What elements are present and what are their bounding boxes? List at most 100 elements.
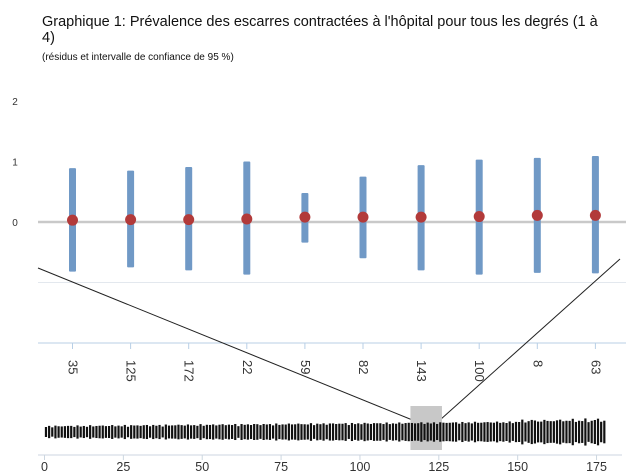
overview-bar bbox=[123, 424, 126, 440]
overview-bar bbox=[398, 422, 401, 442]
overview-bar bbox=[193, 425, 196, 439]
overview-x-tick-label: 75 bbox=[274, 460, 288, 474]
overview-bar bbox=[436, 423, 439, 441]
x-tick-label: 100 bbox=[472, 360, 487, 382]
residual-point bbox=[241, 213, 253, 225]
overview-bar bbox=[183, 425, 186, 439]
overview-bar bbox=[243, 424, 246, 440]
overview-bar bbox=[205, 424, 208, 440]
overview-bar bbox=[316, 423, 319, 441]
overview-bar bbox=[218, 424, 221, 440]
overview-bar bbox=[499, 422, 502, 442]
overview-bar bbox=[540, 421, 543, 443]
overview-bar bbox=[221, 424, 224, 440]
overview-bar bbox=[335, 424, 338, 440]
overview-bar bbox=[155, 425, 158, 439]
overview-bar bbox=[313, 425, 316, 439]
overview-bar bbox=[234, 423, 237, 441]
overview-bar bbox=[227, 424, 231, 440]
x-tick-label: 172 bbox=[182, 360, 197, 382]
overview-bar bbox=[51, 427, 54, 437]
overview-bar bbox=[407, 422, 410, 442]
overview-bar bbox=[376, 423, 379, 441]
y-tick-label: 0 bbox=[12, 218, 18, 229]
x-tick-label: 59 bbox=[298, 360, 313, 374]
overview-bar bbox=[290, 424, 294, 440]
overview-bar bbox=[294, 424, 297, 440]
overview-bar bbox=[300, 424, 303, 440]
overview-bar bbox=[470, 423, 473, 441]
overview-x-tick-label: 150 bbox=[507, 460, 528, 474]
overview-bar bbox=[76, 425, 79, 439]
overview-bar bbox=[145, 424, 149, 440]
overview-bar bbox=[366, 423, 369, 441]
overview-bar bbox=[555, 420, 559, 444]
overview-bar bbox=[347, 425, 350, 439]
zoom-connector-left bbox=[37, 267, 413, 421]
overview-bar bbox=[338, 423, 341, 441]
overview-bar bbox=[107, 425, 111, 439]
overview-bar bbox=[543, 419, 546, 445]
overview-bar bbox=[171, 425, 174, 439]
x-tick-label: 143 bbox=[414, 360, 429, 382]
overview-bar bbox=[511, 423, 514, 441]
overview-bar bbox=[212, 424, 215, 440]
overview-bar bbox=[126, 426, 130, 438]
overview-bar bbox=[464, 423, 467, 441]
overview-x-tick-label: 125 bbox=[428, 460, 449, 474]
overview-bar bbox=[177, 424, 180, 440]
overview-bar bbox=[152, 424, 155, 440]
x-tick-label: 35 bbox=[66, 360, 81, 374]
overview-bar bbox=[57, 426, 60, 438]
overview-bar bbox=[98, 425, 101, 439]
overview-bar bbox=[562, 421, 565, 443]
overview-bar bbox=[530, 419, 533, 445]
overview-bar bbox=[593, 419, 596, 445]
overview-bar bbox=[445, 422, 448, 442]
overview-bar bbox=[354, 424, 357, 440]
overview-bar bbox=[249, 425, 253, 439]
overview-bar bbox=[518, 422, 521, 442]
overview-bar bbox=[600, 421, 603, 443]
overview-bar bbox=[486, 422, 489, 442]
overview-bar bbox=[111, 425, 114, 439]
overview-bar bbox=[237, 426, 240, 438]
overview-bar bbox=[571, 418, 574, 446]
overview-bar bbox=[524, 422, 527, 442]
overview-bar bbox=[527, 421, 530, 443]
x-tick-label: 8 bbox=[530, 360, 545, 367]
overview-bar bbox=[92, 426, 95, 438]
overview-bar bbox=[495, 421, 499, 443]
x-tick-label: 22 bbox=[240, 360, 255, 374]
overview-bar bbox=[568, 420, 571, 444]
overview-bar bbox=[73, 426, 76, 438]
overview-bar bbox=[451, 422, 455, 442]
overview-bar bbox=[549, 421, 552, 443]
overview-bar bbox=[82, 425, 85, 439]
overview-bar bbox=[44, 427, 48, 437]
overview-bar bbox=[202, 425, 205, 439]
overview-bar bbox=[63, 426, 67, 438]
overview-x-tick-label: 50 bbox=[195, 460, 209, 474]
residual-point bbox=[473, 211, 485, 223]
overview-bar bbox=[281, 424, 284, 440]
overview-bar bbox=[139, 425, 142, 439]
overview-bar bbox=[303, 424, 306, 440]
overview-bar bbox=[379, 423, 382, 441]
overview-bar bbox=[603, 420, 606, 444]
overview-bar bbox=[287, 423, 290, 441]
overview-bar bbox=[502, 422, 505, 442]
overview-bar bbox=[388, 424, 391, 440]
overview-bar bbox=[328, 423, 331, 441]
overview-bar bbox=[101, 425, 104, 439]
overview-bar bbox=[66, 425, 70, 439]
overview-bar bbox=[533, 420, 537, 444]
overview-bar bbox=[262, 423, 265, 441]
overview-bar bbox=[331, 423, 335, 441]
x-tick-label: 63 bbox=[588, 360, 603, 374]
overview-bar bbox=[483, 422, 486, 442]
residual-point bbox=[67, 214, 78, 226]
overview-bar bbox=[256, 424, 259, 440]
